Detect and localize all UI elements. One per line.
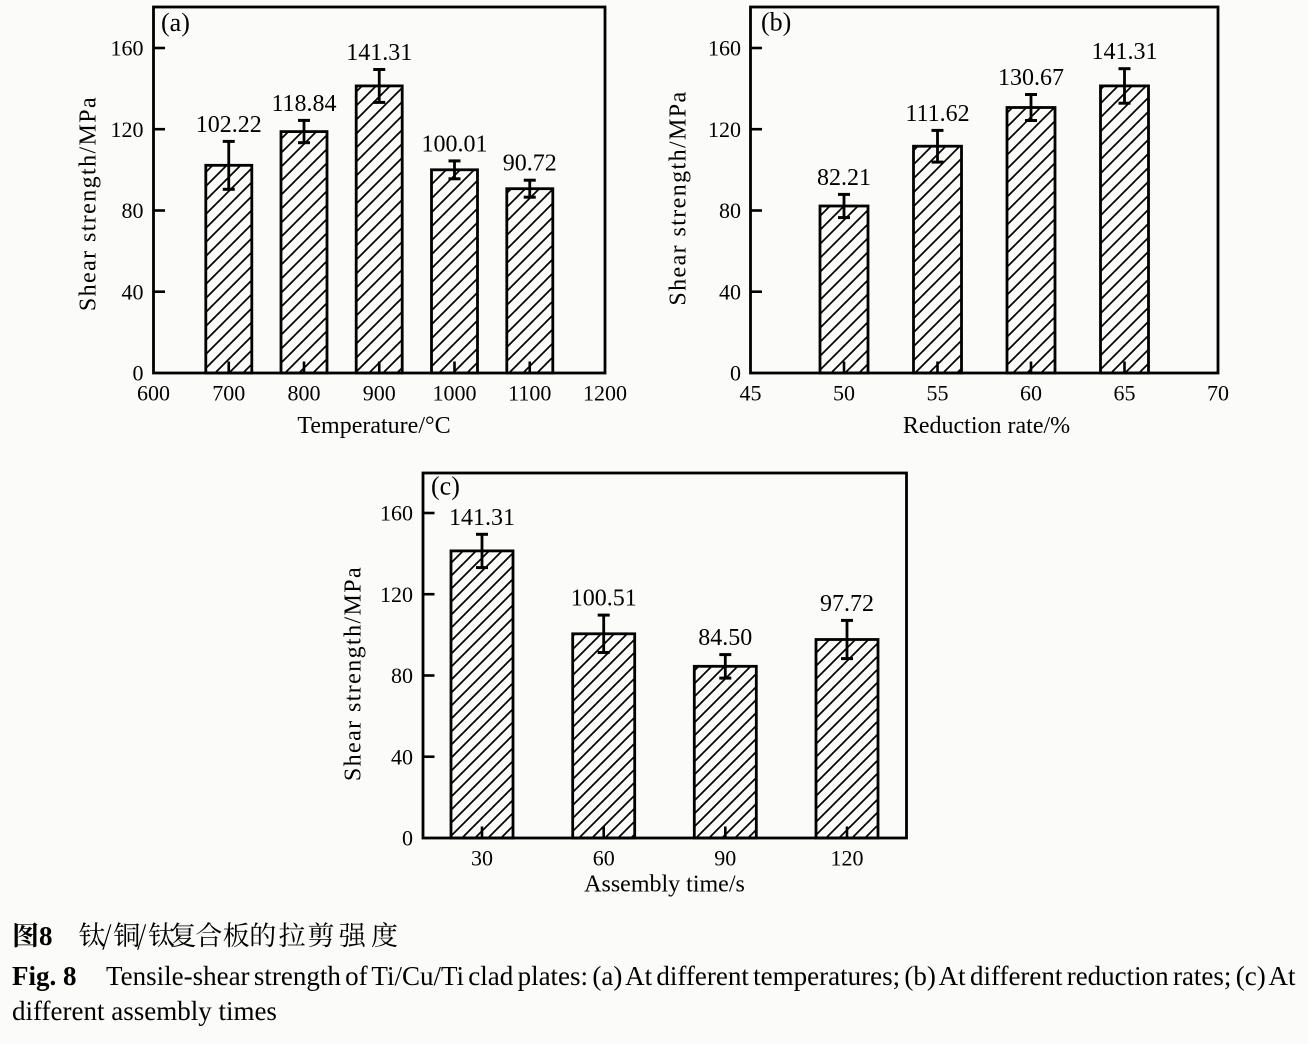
svg-text:160: 160 [380, 501, 413, 526]
svg-text:97.72: 97.72 [820, 591, 874, 617]
svg-text:120: 120 [111, 117, 144, 142]
svg-text:1000: 1000 [433, 381, 477, 406]
svg-text:(c): (c) [431, 472, 460, 501]
svg-text:45: 45 [740, 381, 762, 406]
svg-text:60: 60 [593, 846, 615, 871]
svg-text:141.31: 141.31 [449, 505, 515, 531]
svg-text:0: 0 [402, 826, 413, 851]
svg-text:102.22: 102.22 [196, 112, 262, 138]
svg-text:30: 30 [471, 846, 493, 871]
svg-text:90.72: 90.72 [503, 151, 557, 177]
svg-text:600: 600 [137, 381, 170, 406]
svg-text:Shear strength/MPa: Shear strength/MPa [341, 566, 367, 781]
svg-text:Temperature/°C: Temperature/°C [297, 413, 450, 439]
svg-text:Shear strength/MPa: Shear strength/MPa [76, 96, 102, 311]
svg-text:84.50: 84.50 [698, 625, 752, 651]
svg-text:Reduction rate/%: Reduction rate/% [903, 413, 1070, 439]
svg-text:65: 65 [1114, 381, 1136, 406]
svg-text:100.01: 100.01 [422, 131, 488, 157]
svg-text:111.62: 111.62 [905, 101, 969, 127]
svg-text:120: 120 [380, 582, 413, 607]
svg-text:118.84: 118.84 [271, 91, 336, 117]
svg-text:40: 40 [391, 744, 413, 769]
svg-text:141.31: 141.31 [346, 40, 412, 66]
svg-text:1200: 1200 [583, 381, 627, 406]
svg-text:40: 40 [719, 279, 741, 304]
svg-text:(a): (a) [161, 8, 190, 37]
svg-text:160: 160 [111, 36, 144, 61]
svg-text:40: 40 [122, 279, 144, 304]
svg-text:55: 55 [927, 381, 949, 406]
svg-text:130.67: 130.67 [998, 65, 1064, 91]
svg-text:900: 900 [363, 381, 396, 406]
svg-text:90: 90 [714, 846, 736, 871]
svg-text:80: 80 [719, 198, 741, 223]
svg-text:0: 0 [730, 361, 741, 386]
svg-text:60: 60 [1020, 381, 1042, 406]
svg-text:100.51: 100.51 [571, 586, 637, 612]
svg-text:80: 80 [391, 663, 413, 688]
svg-text:141.31: 141.31 [1092, 39, 1158, 65]
svg-text:(b): (b) [761, 8, 791, 37]
svg-text:8: 8 [39, 921, 53, 951]
svg-text:0: 0 [133, 361, 144, 386]
svg-text:120: 120 [831, 846, 864, 871]
svg-text:80: 80 [122, 198, 144, 223]
svg-text:1100: 1100 [508, 381, 551, 406]
svg-text:120: 120 [708, 117, 741, 142]
svg-text:Assembly time/s: Assembly time/s [584, 872, 745, 898]
svg-text:Shear strength/MPa: Shear strength/MPa [666, 90, 692, 305]
svg-text:70: 70 [1207, 381, 1229, 406]
svg-text:50: 50 [833, 381, 855, 406]
svg-text:700: 700 [212, 381, 245, 406]
svg-text:800: 800 [288, 381, 321, 406]
svg-text:82.21: 82.21 [817, 165, 871, 191]
svg-text:160: 160 [708, 36, 741, 61]
